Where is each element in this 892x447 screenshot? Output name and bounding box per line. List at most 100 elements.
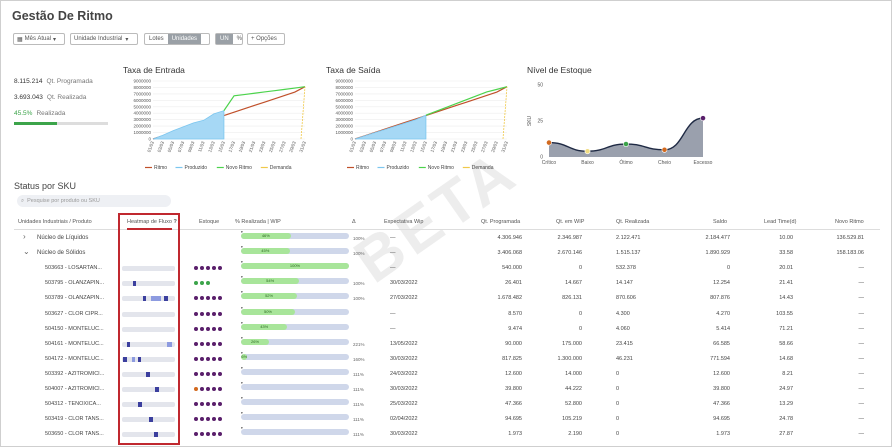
col-pct[interactable]: % Realizada | WIP [235,219,281,225]
unit-dropdown[interactable]: Unidade Industrial ▾ [70,33,138,45]
stock-dots [194,371,222,376]
product-name[interactable]: 504172 - MONTELUC... [45,355,104,362]
group-row[interactable]: › Núcleo de Líquidos ▾ 46% 100% — 4.306.946… [1,230,892,246]
table-row[interactable]: 503627 - CLOR CIPR... ▾ 50% — 8.570 0 4.300… [1,305,892,322]
heatmap-bar [122,371,175,377]
y-tick-label: 1000000 [335,130,353,135]
stock-dot [206,387,210,391]
progress-fill: 6% [241,353,248,360]
stock-dot [194,402,198,407]
y-tick-label: 1000000 [133,130,151,135]
product-name[interactable]: 503650 - CLOR TANS... [45,431,104,438]
cell-novo: — [858,416,865,423]
product-name[interactable]: 503663 - LOSARTAN... [45,265,102,272]
un-option[interactable]: UN [216,34,233,44]
table-row[interactable]: 504172 - MONTELUC... ▾ 6% 160% 30/03/2022… [1,350,892,367]
options-button[interactable]: + Opções [247,33,285,45]
wip-marker: ▾ [241,260,243,265]
col-wip[interactable]: Qt. em WIP [556,219,585,225]
x-tick-label: Ótimo [619,159,633,166]
cell-real: 46.231 [616,355,633,362]
chevron-down-icon[interactable]: ⌄ [23,247,30,257]
stock-dots [194,326,222,331]
stock-dot [200,341,204,346]
cell-novo: — [858,431,865,438]
table-row[interactable]: 503663 - LOSARTAN... ▾ 100% — 540.000 0 532… [1,260,892,276]
product-name[interactable]: 503795 - OLANZAPIN... [45,280,104,287]
stock-dot [218,311,222,316]
table-row[interactable]: 503789 - OLANZAPIN... ▾ 52% 100% 27/03/20… [1,290,892,306]
product-name[interactable]: 503627 - CLOR CIPR... [45,310,103,317]
progress-fill: 45% [241,248,290,255]
stock-dot [212,432,216,437]
progress-bar: ▾ 52% [241,290,349,300]
table-row[interactable]: 503419 - CLOR TANS... ▾ 111% 02/04/2022 94… [1,411,892,427]
table-row[interactable]: 504312 - TENOXICA... ▾ 111% 25/03/2022 47.… [1,396,892,412]
cell-novo: 136.529.81 [836,235,864,241]
wip-marker: ▾ [241,426,243,431]
wip-marker: ▾ [241,350,243,355]
month-dropdown[interactable]: ▦ Mês Atual ▾ [13,33,65,45]
heatmap-segment [137,356,141,362]
col-delta[interactable]: Δ [352,219,356,225]
product-name[interactable]: 503419 - CLOR TANS... [45,416,104,423]
legend-label: Novo Ritmo [226,165,252,171]
stock-dots [194,417,222,422]
table-row[interactable]: 503795 - OLANZAPIN... ▾ 54% 100% 30/03/20… [1,275,892,291]
col-lead[interactable]: Lead Time(d) [764,219,797,225]
group-row[interactable]: ⌄ Núcleo de Sólidos ▾ 45% 100% — 3.406.068 2… [1,245,892,261]
unit-label: Unidade Industrial [74,36,123,42]
y-tick-label: 4000000 [335,111,353,116]
cell-exp: — [390,325,396,332]
month-label: Mês Atual [24,36,52,42]
cell-real: 0 [616,416,620,423]
col-exp[interactable]: Expectativa Wip [384,219,424,225]
col-real[interactable]: Qt. Realizada [616,219,650,225]
wip-marker: ▾ [241,335,243,340]
search-input[interactable]: ⌕ Pesquise por produto ou SKU [17,195,171,207]
table-row[interactable]: 504161 - MONTELUC... ▾ 26% 221% 13/05/202… [1,335,892,352]
table-row[interactable]: 503650 - CLOR TANS... ▾ 111% 30/03/2022 1.… [1,426,892,442]
product-name[interactable]: 504150 - MONTELUC... [45,325,104,332]
cell-delta: 100% [353,251,365,257]
stock-dot [206,311,210,316]
cell-saldo: 12.600 [713,370,730,377]
group-name: Núcleo de Sólidos [37,250,86,257]
cell-wip: 826.131 [562,295,582,302]
table-row[interactable]: 503392 - AZITROMICI... ▾ 111% 24/03/2022 1… [1,366,892,382]
col-produto[interactable]: Unidades Industriais / Produto [18,219,92,225]
stock-dot [194,356,198,361]
lotes-option[interactable]: Lotes [149,36,164,42]
percent-option[interactable]: % [236,36,243,42]
unidades-option[interactable]: Unidades [167,34,202,44]
col-heatmap[interactable]: Heatmap de Fluxo ? [127,219,177,225]
cell-saldo: 2.184.477 [705,235,730,241]
stock-dot [212,356,216,361]
x-tick-label: 29/03 [490,140,499,153]
wip-marker: ▾ [241,245,243,250]
heatmap-segment [132,281,136,287]
cell-real: 14.147 [616,280,633,287]
table-row[interactable]: 504150 - MONTELUC... ▾ 43% — 9.474 0 4.060 5… [1,321,892,337]
calendar-icon: ▦ [17,36,23,43]
col-novo[interactable]: Novo Ritmo [835,219,864,225]
x-tick-label: 03/03 [157,140,166,153]
col-saldo[interactable]: Saldo [713,219,728,225]
product-name[interactable]: 504161 - MONTELUC... [45,340,104,347]
estoque-area [549,118,703,157]
wip-marker: ▾ [241,305,243,310]
product-name[interactable]: 503789 - OLANZAPIN... [45,295,104,302]
y-tick-label: 9000000 [335,79,353,84]
col-heatmap-label: Heatmap de Fluxo [127,219,172,225]
product-name[interactable]: 503392 - AZITROMICI... [45,370,105,377]
stock-dot [194,417,198,422]
col-prog[interactable]: Qt. Programada [481,219,521,225]
table-row[interactable]: 504007 - AZITROMICI... ▾ 111% 30/03/2022 3… [1,381,892,397]
stock-dots [194,311,222,316]
heatmap-segment [151,296,161,302]
chevron-right-icon[interactable]: › [23,232,26,241]
col-estoque[interactable]: Estoque [199,219,220,225]
x-tick-label: 05/03 [167,140,176,153]
product-name[interactable]: 504312 - TENOXICA... [45,401,101,408]
product-name[interactable]: 504007 - AZITROMICI... [45,386,105,392]
